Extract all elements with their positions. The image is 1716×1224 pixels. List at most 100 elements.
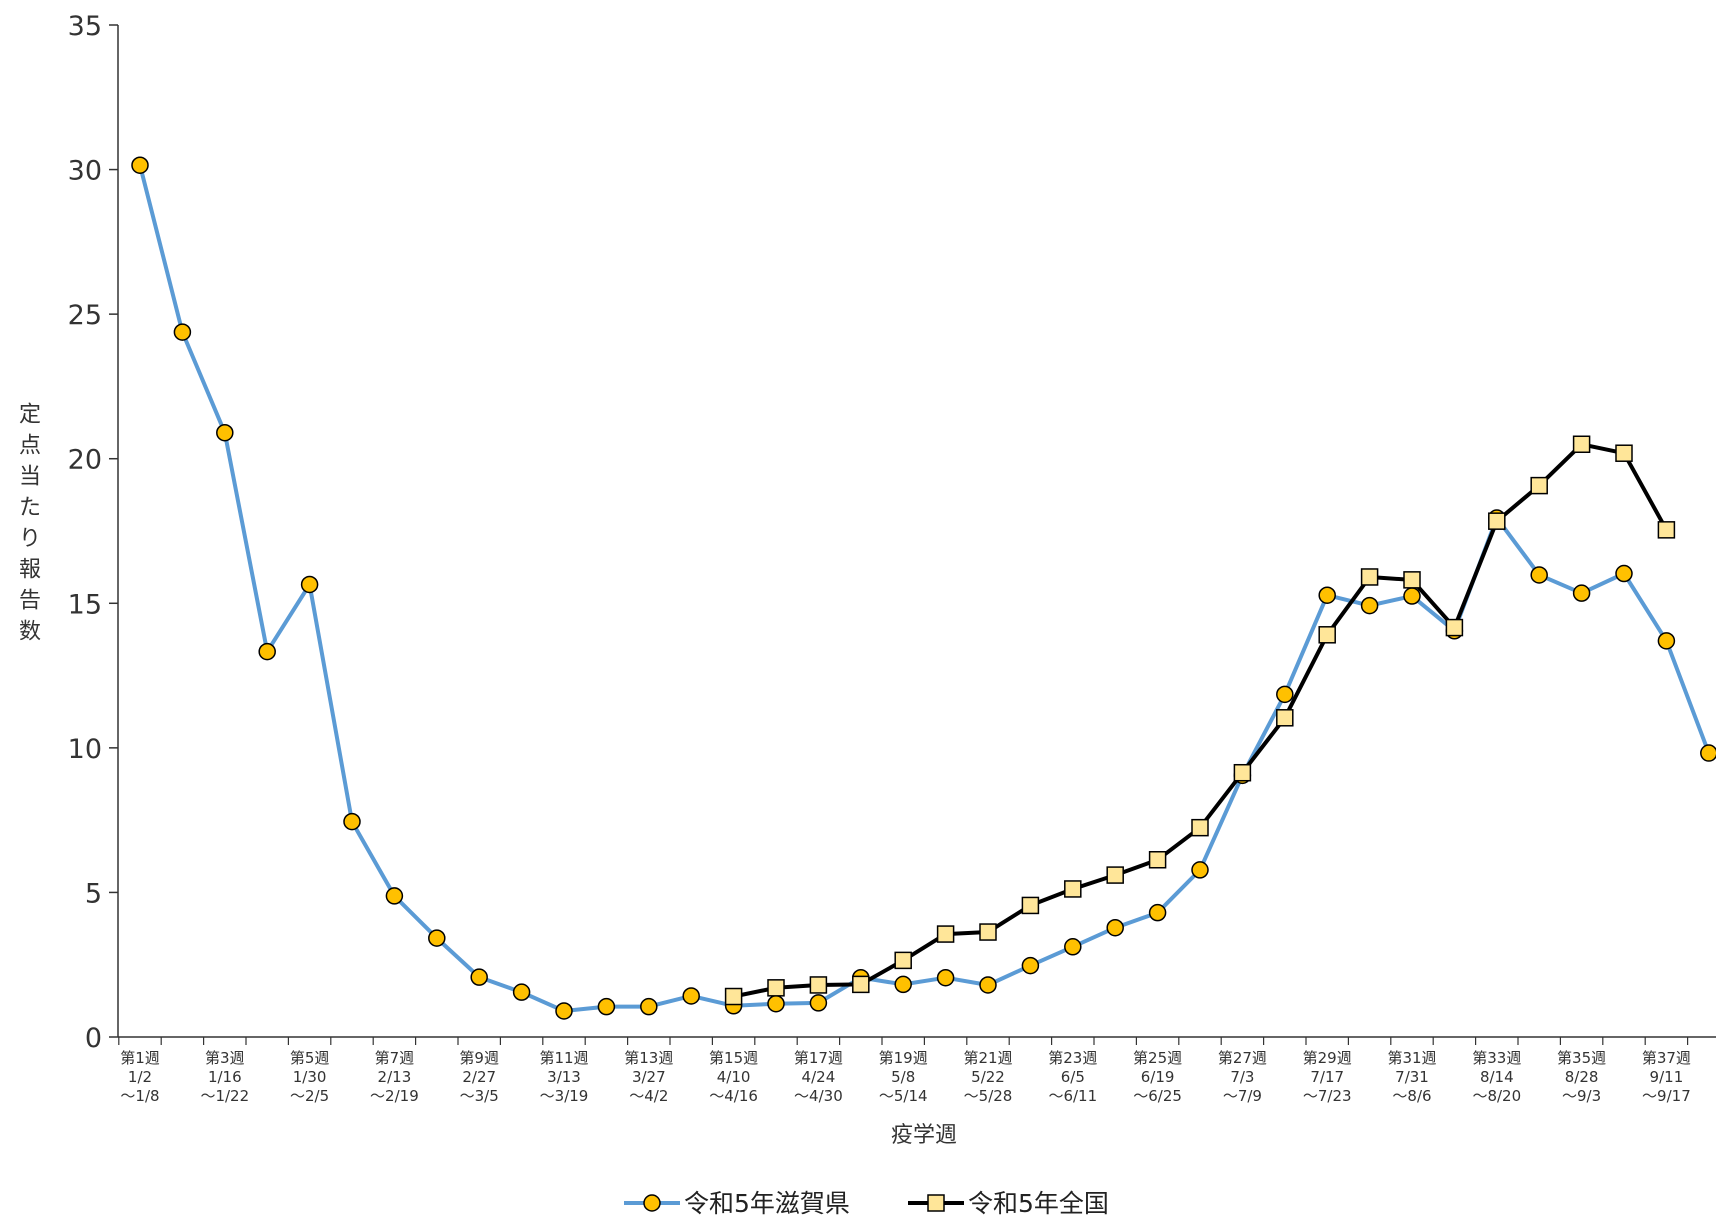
- data-point: [1318, 626, 1336, 644]
- data-point: [1572, 584, 1591, 602]
- data-point: [1615, 564, 1633, 583]
- x-tick-label: 第27週 7/3 ～7/9: [1218, 1049, 1267, 1105]
- data-point: [1403, 587, 1421, 605]
- x-tick-label: 第21週 5/22 ～5/28: [963, 1049, 1012, 1105]
- data-point: [385, 887, 404, 905]
- data-point: [131, 156, 149, 174]
- data-point: [894, 975, 912, 994]
- y-tick-label: 20: [68, 445, 102, 476]
- data-point: [809, 994, 828, 1012]
- data-point: [597, 997, 616, 1016]
- data-point: [258, 642, 276, 661]
- data-point: [216, 423, 234, 442]
- data-point: [894, 951, 912, 970]
- x-tick-label: 第7週 2/13 ～2/19: [370, 1049, 419, 1105]
- legend-item: 令和5年滋賀県: [624, 1189, 850, 1218]
- data-point: [767, 994, 785, 1013]
- series-2: [724, 435, 1676, 1006]
- y-tick-label: 25: [68, 300, 102, 331]
- x-tick-label: 第11週 3/13 ～3/19: [539, 1049, 588, 1105]
- legend-marker: [927, 1194, 945, 1212]
- data-point: [936, 968, 955, 987]
- data-point: [1106, 918, 1124, 937]
- series-1: [131, 156, 1716, 1020]
- data-point: [173, 323, 192, 341]
- data-point: [852, 975, 870, 994]
- series-line: [138, 164, 1711, 1013]
- data-point: [300, 575, 319, 594]
- data-point: [555, 1002, 573, 1020]
- x-tick-label: 第23週 6/5 ～6/11: [1048, 1049, 1097, 1105]
- x-tick-label: 第33週 8/14 ～8/20: [1472, 1049, 1521, 1105]
- x-tick-label: 第25週 6/19 ～6/25: [1133, 1049, 1182, 1105]
- data-point: [1530, 476, 1548, 495]
- x-tick-label: 第13週 3/27 ～4/2: [624, 1049, 673, 1105]
- data-point: [1148, 903, 1167, 922]
- x-tick-label: 第3週 1/16 ～1/22: [200, 1049, 249, 1105]
- data-point: [1530, 566, 1548, 584]
- data-point: [1021, 896, 1040, 915]
- data-point: [1360, 568, 1379, 586]
- data-point: [1657, 521, 1676, 539]
- y-tick-label: 35: [68, 11, 102, 42]
- x-tick-label: 第35週 8/28 ～9/3: [1557, 1049, 1606, 1105]
- data-point: [809, 976, 828, 994]
- data-point: [1318, 586, 1336, 604]
- y-tick-label: 10: [68, 734, 102, 765]
- x-tick-label: 第17週 4/24 ～4/30: [794, 1049, 843, 1105]
- data-point: [1191, 861, 1209, 879]
- data-point: [512, 983, 531, 1001]
- y-tick-label: 5: [85, 878, 102, 909]
- data-point: [1700, 744, 1716, 762]
- y-tick-label: 0: [85, 1023, 102, 1054]
- data-point: [1360, 596, 1379, 615]
- data-point: [979, 923, 997, 941]
- data-point: [1488, 512, 1506, 530]
- data-point: [724, 987, 743, 1006]
- data-point: [1148, 851, 1167, 869]
- data-point: [1572, 435, 1591, 454]
- data-point: [1276, 709, 1294, 727]
- data-point: [470, 968, 488, 986]
- legend: 令和5年滋賀県 令和5年全国: [624, 1189, 1109, 1218]
- data-point: [343, 812, 361, 831]
- x-tick-label: 第29週 7/17 ～7/23: [1303, 1049, 1352, 1105]
- x-tick-label: 第5週 1/30 ～2/5: [290, 1049, 330, 1105]
- data-point: [1615, 444, 1633, 462]
- data-point: [936, 925, 955, 943]
- data-point: [1657, 632, 1676, 650]
- data-point: [1445, 618, 1464, 637]
- series-layer: [131, 156, 1716, 1020]
- data-point: [1064, 880, 1082, 898]
- legend-marker: [643, 1194, 661, 1212]
- data-point: [1064, 938, 1082, 956]
- y-axis-ticks: 0 5 10 15 20 25 30 35: [68, 11, 118, 1054]
- x-tick-label: 第31週 7/31 ～8/6: [1387, 1049, 1436, 1105]
- data-point: [1191, 818, 1209, 837]
- legend-label: 令和5年全国: [968, 1189, 1109, 1218]
- data-point: [428, 929, 446, 947]
- legend-label: 令和5年滋賀県: [684, 1189, 850, 1218]
- y-tick-label: 30: [68, 156, 102, 187]
- x-tick-label: 第15週 4/10 ～4/16: [709, 1049, 758, 1105]
- y-axis-label: 定点当たり報告数: [19, 403, 41, 645]
- axes: [117, 25, 1716, 1038]
- data-point: [767, 979, 785, 997]
- x-tick-label: 第37週 9/11 ～9/17: [1642, 1049, 1691, 1105]
- x-tick-label: 第19週 5/8 ～5/14: [879, 1049, 928, 1105]
- data-point: [1233, 763, 1252, 782]
- legend-item: 令和5年全国: [908, 1189, 1109, 1218]
- x-tick-label: 第9週 2/27 ～3/5: [459, 1049, 499, 1105]
- data-point: [1276, 685, 1294, 704]
- data-point: [979, 976, 997, 994]
- data-point: [640, 997, 658, 1016]
- data-point: [1021, 956, 1040, 975]
- x-axis-label: 疫学週: [891, 1123, 957, 1148]
- data-point: [1106, 866, 1124, 884]
- x-axis-ticks: 第1週 1/2 ～1/8 第3週 1/16 ～1/22 第5週 1/30 ～2/5 第7週 2/13…: [118, 1037, 1691, 1105]
- y-tick-label: 15: [68, 589, 102, 620]
- x-tick-label: 第1週 1/2 ～1/8: [120, 1049, 160, 1105]
- data-point: [682, 987, 700, 1005]
- data-point: [1403, 571, 1421, 589]
